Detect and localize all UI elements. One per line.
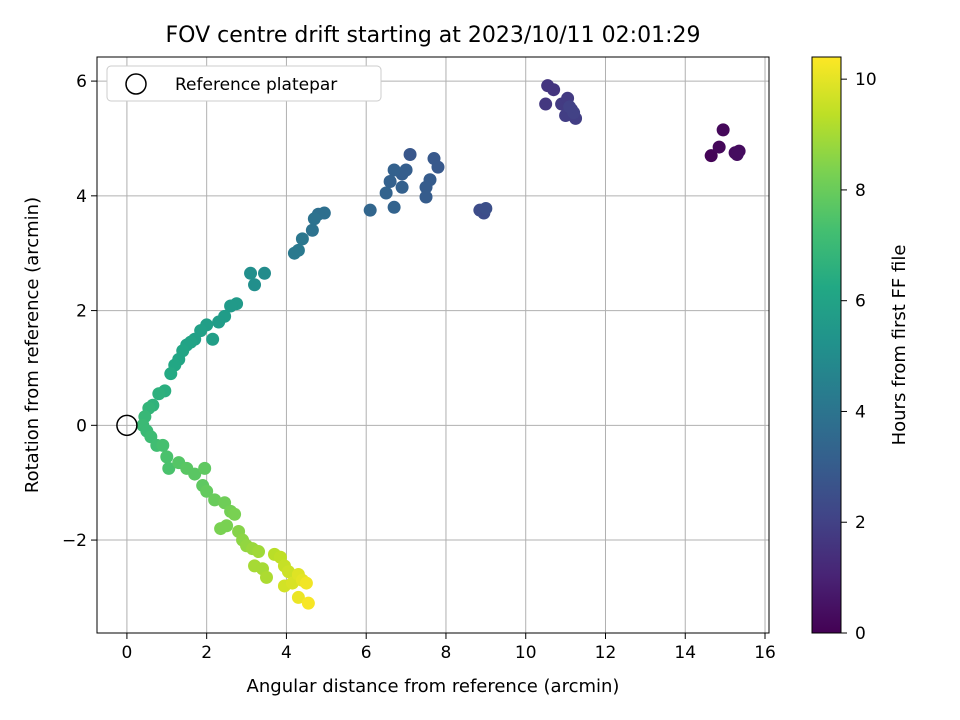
x-tick-label: 2 (201, 643, 212, 663)
data-point (539, 97, 553, 111)
data-point (208, 493, 222, 507)
data-point (244, 266, 258, 280)
y-tick-label: 0 (76, 416, 87, 436)
y-tick-label: 2 (76, 302, 87, 322)
data-point (160, 450, 174, 464)
data-point (305, 223, 319, 237)
x-tick-label: 4 (281, 643, 292, 663)
colorbar-tick-label: 0 (855, 624, 866, 644)
data-point (704, 149, 718, 163)
data-point (419, 190, 433, 204)
legend-marker-icon (125, 73, 147, 95)
data-point (395, 180, 409, 194)
data-point (162, 461, 176, 475)
y-tick-label: −2 (62, 531, 87, 551)
x-tick-label: 16 (754, 643, 776, 663)
x-axis-ticks: 0 2 4 6 8 10 12 14 16 (121, 633, 776, 663)
legend-label: Reference platepar (175, 75, 337, 95)
x-tick-label: 6 (361, 643, 372, 663)
data-point (198, 461, 212, 475)
colorbar-label: Hours from first FF file (889, 245, 910, 446)
data-point (387, 163, 401, 177)
legend-box (106, 65, 382, 102)
data-point (224, 299, 238, 313)
data-point (387, 200, 401, 214)
data-point (281, 565, 295, 579)
x-axis-label: Angular distance from reference (arcmin) (247, 676, 620, 697)
data-point (287, 246, 301, 260)
reference-point-marker (116, 414, 138, 437)
chart-title: FOV centre drift starting at 2023/10/11 … (166, 23, 701, 48)
data-point (214, 522, 228, 536)
data-point (479, 201, 493, 215)
data-point (712, 140, 726, 154)
data-point (252, 545, 266, 559)
y-tick-label: 6 (76, 72, 87, 92)
x-tick-label: 10 (515, 643, 537, 663)
data-point (363, 203, 377, 217)
data-point (248, 278, 262, 292)
y-tick-label: 4 (76, 187, 87, 207)
scatter-points (136, 79, 746, 610)
x-tick-label: 14 (674, 643, 696, 663)
data-point (383, 174, 397, 188)
x-tick-label: 8 (441, 643, 452, 663)
y-axis-label: Rotation from reference (arcmin) (22, 197, 43, 493)
x-tick-label: 0 (121, 643, 132, 663)
data-point (259, 570, 273, 584)
data-point (258, 266, 272, 280)
data-point (295, 232, 309, 246)
data-point (716, 123, 730, 137)
colorbar-tick-label: 6 (855, 292, 866, 312)
data-point (228, 507, 242, 521)
data-point (200, 484, 214, 498)
data-point (431, 160, 445, 174)
data-point (307, 212, 321, 226)
plot-frame (96, 56, 770, 634)
colorbar-tick-label: 4 (855, 402, 866, 422)
data-point (206, 332, 220, 346)
reference-marker-group (116, 414, 138, 437)
data-point (299, 576, 313, 590)
colorbar-tick-label: 2 (855, 513, 866, 533)
data-point (419, 180, 433, 194)
data-point (291, 590, 305, 604)
colorbar-tick-label: 10 (855, 70, 877, 90)
grid-lines (97, 57, 769, 633)
data-point (156, 438, 170, 452)
x-tick-label: 12 (595, 643, 617, 663)
data-point (212, 315, 226, 329)
data-point (301, 596, 315, 610)
colorbar (811, 56, 842, 634)
data-point (164, 367, 178, 381)
data-point (730, 148, 744, 162)
data-point (403, 148, 417, 162)
data-point (188, 467, 202, 481)
colorbar-ticks: 0 2 4 6 8 10 (841, 70, 877, 644)
data-point (152, 387, 166, 401)
data-point (563, 100, 577, 114)
colorbar-tick-label: 8 (855, 181, 866, 201)
y-axis-ticks: −2 0 2 4 6 (62, 72, 97, 551)
data-point (379, 186, 393, 200)
data-point (547, 83, 561, 97)
legend: Reference platepar (106, 65, 382, 102)
